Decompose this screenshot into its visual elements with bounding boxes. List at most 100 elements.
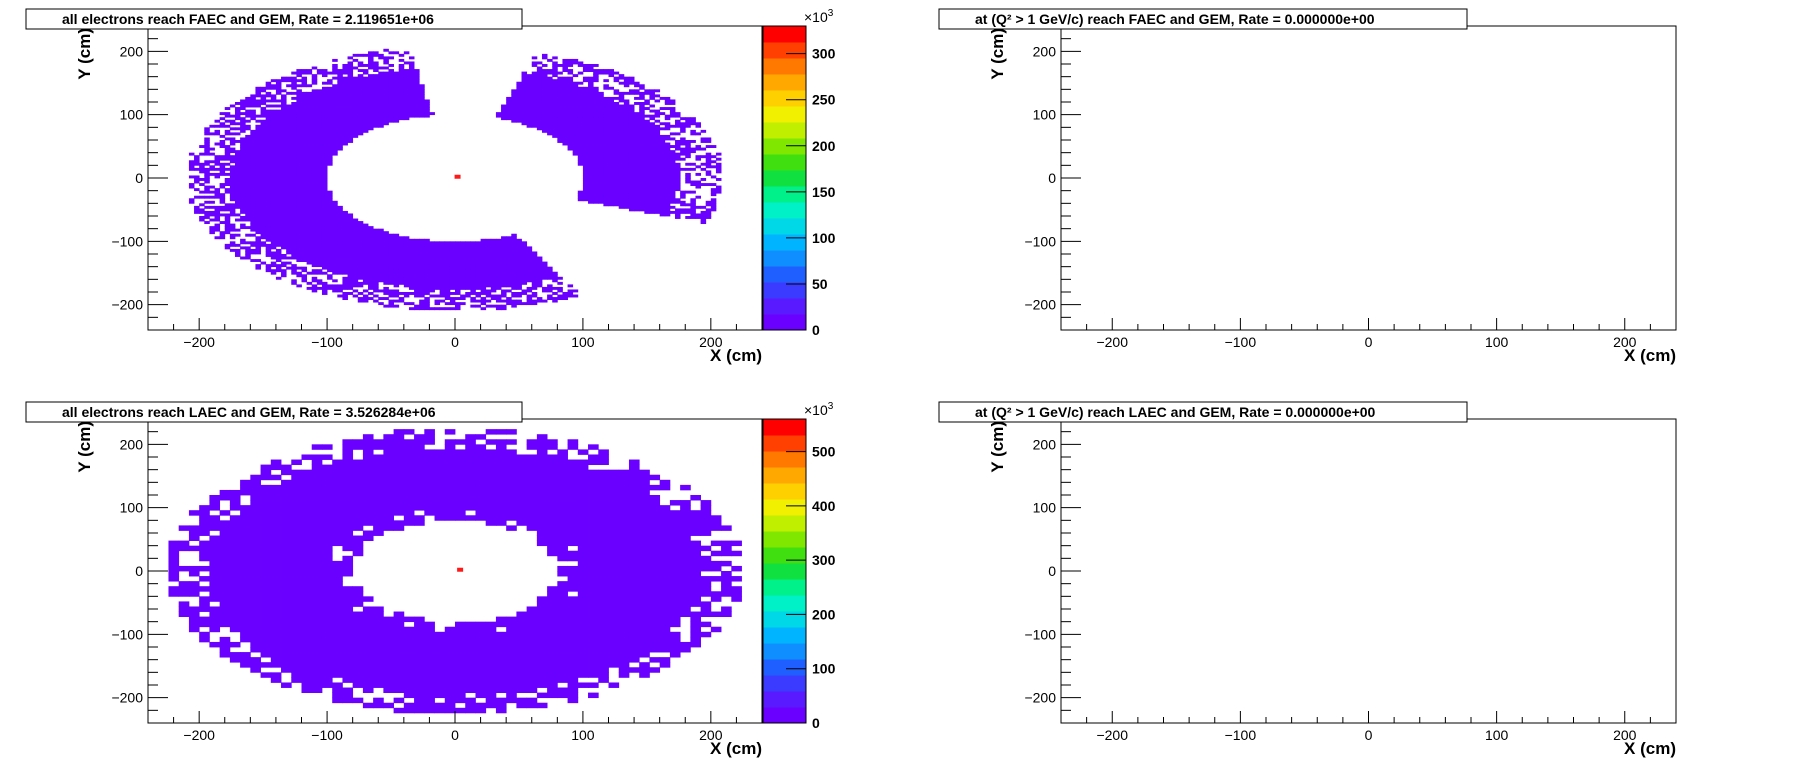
heatmap-cell <box>291 251 297 255</box>
heatmap-cell <box>577 96 584 100</box>
heatmap-cell <box>465 248 471 252</box>
heatmap-cell <box>557 84 563 88</box>
heatmap-cell <box>357 246 364 250</box>
heatmap-cell <box>255 195 261 199</box>
heatmap-cell <box>414 246 420 250</box>
heatmap-cell <box>393 271 400 275</box>
heatmap-cell <box>281 464 292 471</box>
heatmap-cell <box>501 292 507 295</box>
heatmap-cell <box>634 117 640 121</box>
heatmap-cell <box>332 289 338 293</box>
heatmap-cell <box>250 565 261 572</box>
heatmap-cell <box>352 107 359 110</box>
heatmap-cell <box>557 137 563 141</box>
heatmap-cell <box>301 231 308 235</box>
heatmap-cell <box>373 294 379 298</box>
heatmap-cell <box>613 160 620 164</box>
heatmap-cell <box>608 96 615 100</box>
heatmap-cell <box>408 248 415 252</box>
heatmap-cell <box>398 281 405 285</box>
heatmap-cell <box>383 99 389 103</box>
heatmap-cell <box>219 193 226 197</box>
heatmap-cell <box>398 69 405 72</box>
heatmap-cell <box>582 104 589 108</box>
heatmap-cell <box>490 274 497 278</box>
heatmap-cell <box>664 160 671 164</box>
heatmap-cell <box>557 104 563 108</box>
heatmap-cell <box>460 276 466 280</box>
heatmap-cell <box>690 203 696 207</box>
heatmap-cell <box>593 160 599 164</box>
heatmap-cell <box>321 137 328 141</box>
heatmap-cell <box>368 233 374 237</box>
heatmap-cell <box>265 170 272 174</box>
heatmap-cell <box>414 79 420 83</box>
heatmap-cell <box>408 246 415 250</box>
heatmap-cell <box>511 99 517 103</box>
heatmap-cell <box>383 74 389 78</box>
heatmap-cell <box>240 107 246 110</box>
heatmap-cell <box>286 119 292 123</box>
heatmap-cell <box>511 117 517 121</box>
heatmap-cell <box>240 119 246 123</box>
heatmap-cell <box>357 261 364 265</box>
heatmap-cell <box>281 190 287 194</box>
heatmap-cell <box>296 142 302 146</box>
heatmap-cell <box>608 162 615 166</box>
heatmap-cell <box>373 119 379 123</box>
heatmap-cell <box>316 102 323 105</box>
heatmap-cell <box>250 178 256 181</box>
heatmap-cell <box>603 84 609 88</box>
heatmap-cell <box>291 495 302 501</box>
heatmap-cell <box>634 165 640 169</box>
heatmap-cell <box>582 155 589 159</box>
heatmap-cell <box>234 248 241 252</box>
heatmap-cell <box>531 302 538 306</box>
heatmap-cell <box>214 205 221 209</box>
heatmap-cell <box>618 107 625 110</box>
heatmap-cell <box>332 145 338 148</box>
color-scale-bin <box>763 266 806 283</box>
heatmap-cell <box>378 297 384 300</box>
heatmap-cell <box>398 112 405 116</box>
heatmap-cell <box>439 266 446 270</box>
heatmap-cell <box>286 129 292 133</box>
heatmap-cell <box>327 195 333 199</box>
heatmap-cell <box>357 248 364 252</box>
heatmap-cell <box>593 127 599 131</box>
heatmap-cell <box>654 162 661 166</box>
heatmap-cell <box>296 274 302 278</box>
heatmap-cell <box>567 124 574 128</box>
heatmap-cell <box>419 259 425 262</box>
heatmap-cell <box>536 284 543 288</box>
heatmap-cell <box>270 530 282 536</box>
heatmap-cell <box>634 112 640 116</box>
heatmap-cell <box>516 238 522 242</box>
heatmap-cell <box>321 160 328 164</box>
heatmap-cell <box>444 259 451 262</box>
heatmap-cell <box>593 152 599 156</box>
heatmap-cell <box>255 223 261 227</box>
heatmap-cell <box>444 271 451 275</box>
heatmap-cell <box>265 180 272 184</box>
heatmap-cell <box>562 69 568 72</box>
heatmap-cell <box>291 500 302 506</box>
heatmap-cell <box>695 122 701 126</box>
heatmap-cell <box>337 147 343 151</box>
heatmap-cell <box>332 254 338 257</box>
heatmap-cell <box>669 172 676 176</box>
heatmap-cell <box>480 297 487 300</box>
heatmap-cell <box>480 286 487 290</box>
x-tick-label: −200 <box>183 334 215 350</box>
heatmap-cell <box>659 127 666 131</box>
heatmap-cell <box>501 304 507 308</box>
heatmap-cell <box>306 124 313 128</box>
heatmap-cell <box>357 104 364 108</box>
heatmap-cell <box>506 112 512 116</box>
heatmap-cell <box>669 99 676 103</box>
heatmap-cell <box>250 596 261 602</box>
heatmap-cell <box>378 246 384 250</box>
heatmap-cell <box>639 162 645 166</box>
heatmap-cell <box>301 162 308 166</box>
heatmap-cell <box>301 119 308 123</box>
